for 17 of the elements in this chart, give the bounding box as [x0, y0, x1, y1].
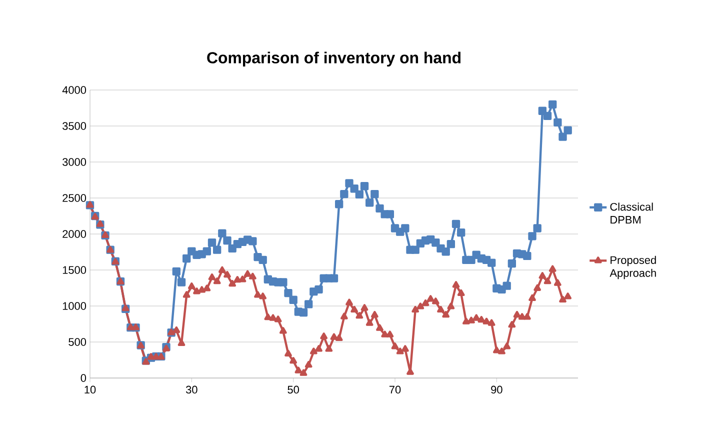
x-tick-label: 90: [491, 386, 502, 394]
y-tick-label: 1000: [62, 302, 86, 310]
x-tick-label: 50: [288, 386, 299, 394]
y-tick-label: 2500: [62, 194, 86, 202]
y-tick-label: 3500: [62, 122, 86, 130]
y-tick-label: 3000: [62, 158, 86, 166]
x-tick-label: 10: [84, 386, 96, 394]
chart-title: Comparison of inventory on hand: [207, 52, 460, 67]
legend-label: Classical DPBM: [610, 202, 653, 224]
y-tick-label: 2000: [62, 230, 86, 238]
y-tick-label: 500: [68, 338, 86, 346]
x-tick-label: 70: [389, 386, 401, 394]
legend-label: Proposed Approach: [610, 256, 656, 280]
y-tick-label: 1500: [62, 266, 86, 274]
y-tick-label: 4000: [62, 86, 86, 94]
y-tick-label: 0: [80, 374, 86, 382]
x-tick-label: 30: [186, 386, 198, 394]
